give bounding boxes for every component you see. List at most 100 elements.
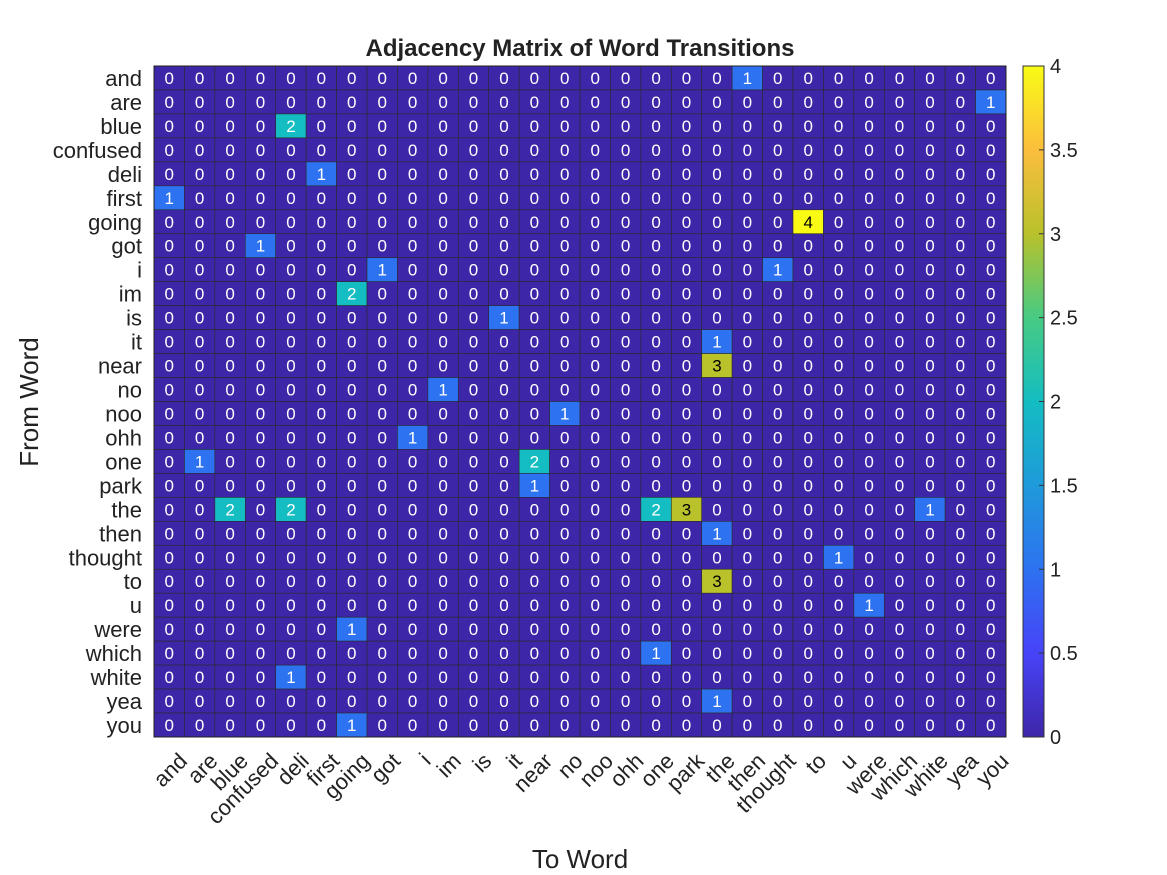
cell-value-label: 0 xyxy=(895,141,904,160)
cell-value-label: 0 xyxy=(834,69,843,88)
cell-value-label: 0 xyxy=(986,381,995,400)
cell-value-label: 0 xyxy=(590,668,599,687)
cell-value-label: 0 xyxy=(286,404,295,423)
cell-value-label: 0 xyxy=(621,213,630,232)
cell-value-label: 0 xyxy=(803,476,812,495)
cell-value-label: 0 xyxy=(864,428,873,447)
cell-value-label: 0 xyxy=(195,285,204,304)
cell-value-label: 1 xyxy=(773,261,782,280)
cell-value-label: 0 xyxy=(803,93,812,112)
cell-value-label: 0 xyxy=(682,572,691,591)
cell-value-label: 0 xyxy=(986,189,995,208)
cell-value-label: 0 xyxy=(560,644,569,663)
cell-value-label: 0 xyxy=(164,452,173,471)
cell-value-label: 0 xyxy=(530,620,539,639)
cell-value-label: 0 xyxy=(743,428,752,447)
cell-value-label: 0 xyxy=(438,500,447,519)
cell-value-label: 0 xyxy=(286,261,295,280)
cell-value-label: 0 xyxy=(621,165,630,184)
cell-value-label: 0 xyxy=(682,189,691,208)
cell-value-label: 0 xyxy=(864,692,873,711)
cell-value-label: 0 xyxy=(986,476,995,495)
colorbar-tick-label: 0.5 xyxy=(1050,643,1078,665)
cell-value-label: 0 xyxy=(560,261,569,280)
cell-value-label: 0 xyxy=(986,620,995,639)
cell-value-label: 0 xyxy=(195,165,204,184)
y-tick-label: the xyxy=(111,497,142,522)
cell-value-label: 0 xyxy=(956,500,965,519)
cell-value-label: 0 xyxy=(560,213,569,232)
cell-value-label: 0 xyxy=(438,692,447,711)
cell-value-label: 0 xyxy=(560,141,569,160)
cell-value-label: 1 xyxy=(712,692,721,711)
cell-value-label: 0 xyxy=(834,93,843,112)
cell-value-label: 0 xyxy=(377,716,386,735)
cell-value-label: 0 xyxy=(164,309,173,328)
cell-value-label: 0 xyxy=(560,93,569,112)
cell-value-label: 0 xyxy=(195,404,204,423)
cell-value-label: 0 xyxy=(895,716,904,735)
cell-value-label: 0 xyxy=(895,261,904,280)
y-tick-label: u xyxy=(130,593,142,618)
cell-value-label: 0 xyxy=(469,189,478,208)
cell-value-label: 0 xyxy=(986,524,995,543)
cell-value-label: 0 xyxy=(621,692,630,711)
cell-value-label: 0 xyxy=(864,117,873,136)
cell-value-label: 0 xyxy=(773,692,782,711)
cell-value-label: 0 xyxy=(925,620,934,639)
cell-value-label: 0 xyxy=(895,357,904,376)
cell-value-label: 0 xyxy=(499,692,508,711)
cell-value-label: 0 xyxy=(286,596,295,615)
cell-value-label: 0 xyxy=(195,189,204,208)
x-axis-label: To Word xyxy=(532,844,628,874)
cell-value-label: 0 xyxy=(256,309,265,328)
cell-value-label: 0 xyxy=(986,500,995,519)
cell-value-label: 0 xyxy=(256,428,265,447)
cell-value-label: 0 xyxy=(986,309,995,328)
cell-value-label: 0 xyxy=(590,309,599,328)
colorbar-tick-label: 2 xyxy=(1050,392,1061,414)
cell-value-label: 0 xyxy=(621,381,630,400)
cell-value-label: 0 xyxy=(925,596,934,615)
cell-value-label: 0 xyxy=(469,452,478,471)
cell-value-label: 0 xyxy=(347,333,356,352)
cell-value-label: 0 xyxy=(560,596,569,615)
cell-value-label: 0 xyxy=(408,357,417,376)
cell-value-label: 0 xyxy=(438,644,447,663)
cell-value-label: 0 xyxy=(317,261,326,280)
cell-value-label: 0 xyxy=(682,333,691,352)
cell-value-label: 0 xyxy=(530,309,539,328)
cell-value-label: 0 xyxy=(317,309,326,328)
cell-value-label: 0 xyxy=(195,620,204,639)
cell-value-label: 0 xyxy=(225,620,234,639)
cell-value-label: 0 xyxy=(317,428,326,447)
cell-value-label: 0 xyxy=(743,357,752,376)
cell-value-label: 0 xyxy=(286,213,295,232)
cell-value-label: 0 xyxy=(895,237,904,256)
cell-value-label: 0 xyxy=(225,93,234,112)
cell-value-label: 0 xyxy=(834,237,843,256)
cell-value-label: 0 xyxy=(743,93,752,112)
cell-value-label: 0 xyxy=(803,716,812,735)
cell-value-label: 0 xyxy=(377,309,386,328)
cell-value-label: 0 xyxy=(347,572,356,591)
cell-value-label: 0 xyxy=(590,452,599,471)
cell-value-label: 0 xyxy=(895,548,904,567)
cell-value-label: 0 xyxy=(560,548,569,567)
cell-value-label: 0 xyxy=(743,285,752,304)
cell-value-label: 0 xyxy=(408,548,417,567)
cell-value-label: 0 xyxy=(682,548,691,567)
cell-value-label: 0 xyxy=(773,141,782,160)
cell-value-label: 0 xyxy=(256,261,265,280)
cell-value-label: 0 xyxy=(195,476,204,495)
cell-value-label: 0 xyxy=(682,476,691,495)
cell-value-label: 0 xyxy=(682,141,691,160)
cell-value-label: 0 xyxy=(773,716,782,735)
cell-value-label: 0 xyxy=(834,620,843,639)
cell-value-label: 0 xyxy=(256,333,265,352)
cell-value-label: 1 xyxy=(651,644,660,663)
cell-value-label: 0 xyxy=(377,644,386,663)
cell-value-label: 0 xyxy=(225,524,234,543)
cell-value-label: 0 xyxy=(530,141,539,160)
y-tick-label: first xyxy=(107,186,142,211)
